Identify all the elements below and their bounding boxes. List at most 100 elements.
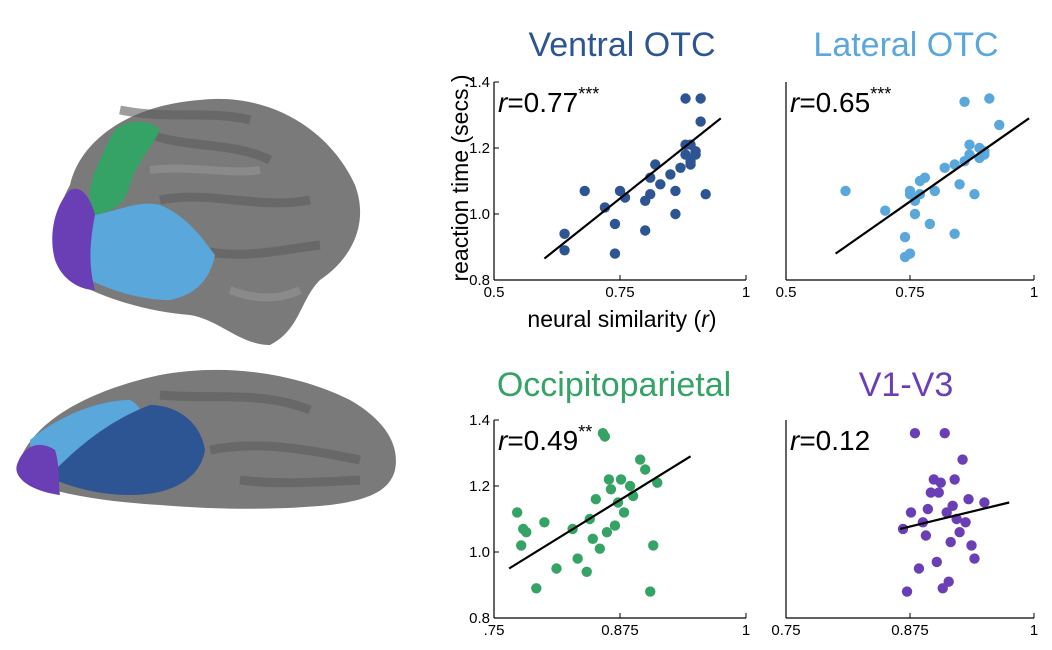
scatter-point [609, 218, 621, 230]
correlation-stat: r=0.49** [498, 422, 592, 456]
scatter-point [949, 228, 960, 239]
scatter-point [954, 179, 965, 190]
scatter-point [609, 520, 621, 531]
panel-v1v3: V1-V3 0.75 0.875 1 r=0.12 [771, 366, 1038, 639]
scatter-point [559, 245, 570, 256]
significance-stars: ** [578, 422, 592, 442]
panel-occipitoparietal: Occipitoparietal .75 0.875 1 0.8 1.0 1.2 1.4 r=0… [469, 366, 750, 639]
x-tick-label: 0.875 [601, 622, 639, 639]
scatter-point [619, 192, 631, 203]
scatter-point [587, 533, 598, 544]
scatter-point [922, 503, 934, 515]
scatter-point [984, 93, 995, 104]
scatter-point [929, 185, 940, 197]
scatter-point [645, 189, 656, 200]
scatter-point [909, 208, 921, 220]
scatter-point [521, 527, 532, 538]
stat-value: =0.12 [799, 425, 870, 456]
scatter-point [941, 507, 952, 518]
scatter-point [959, 96, 970, 108]
scatter-point [680, 93, 691, 104]
region-lateral-otc-ventral [30, 400, 141, 470]
x-tick-label: 1 [1030, 284, 1038, 301]
scatter-point [665, 169, 676, 180]
scatter-point [840, 185, 851, 197]
scatter-point [979, 497, 990, 508]
scatter-point [615, 474, 627, 485]
x-tick-label: 1 [742, 622, 750, 639]
scatter-point [966, 540, 977, 551]
significance-stars: *** [870, 84, 891, 104]
scatter-point [594, 543, 606, 554]
stat-r-letter: r [498, 87, 509, 118]
x-tick-label: 1 [1030, 622, 1038, 639]
scatter-point [675, 162, 686, 173]
region-lateral-otc-lateral [87, 203, 215, 300]
y-tick-label: 1.0 [469, 544, 490, 561]
x-tick-label: 0.75 [895, 284, 924, 301]
x-axis-label-main: neural similarity ( [527, 306, 701, 332]
scatter-point [700, 189, 711, 200]
scatter-point [901, 586, 913, 597]
scatter-point [947, 500, 958, 511]
y-tick-label: 1.4 [469, 74, 490, 91]
scatter-point [655, 179, 666, 190]
scatter-point [645, 586, 656, 597]
scatter-point [551, 563, 562, 574]
panel-title: Ventral OTC [528, 26, 715, 64]
x-tick-label: 0.5 [484, 284, 505, 301]
region-v1v3-ventral [16, 444, 60, 495]
x-axis-label-r: r [701, 306, 710, 332]
scatter-point [516, 540, 527, 551]
y-axis-label: reaction time (secs.) [447, 74, 473, 281]
fit-line [508, 455, 692, 570]
scatter-point [904, 248, 916, 259]
y-tick-label: 0.8 [469, 272, 490, 289]
scatter-point [559, 228, 570, 239]
panel-title: Occipitoparietal [497, 366, 731, 404]
significance-stars: *** [578, 84, 599, 104]
scatter-point [919, 172, 931, 183]
scatter-point [905, 507, 917, 518]
scatter-point [904, 185, 916, 197]
fit-line [834, 117, 1030, 255]
scatter-point [943, 576, 954, 587]
scatter-point [931, 556, 942, 568]
scatter-point [954, 527, 965, 538]
scatter-point [925, 487, 937, 498]
scatter-point [579, 185, 590, 197]
scatter-point [994, 119, 1005, 131]
scatter-point [581, 566, 592, 577]
scatter-point [670, 185, 681, 197]
scatter-point [599, 202, 611, 213]
y-tick-label: 0.8 [469, 610, 490, 627]
x-tick-label: .75 [484, 622, 505, 639]
correlation-stat: r=0.65*** [790, 84, 891, 118]
y-tick-label: 1.2 [469, 140, 490, 157]
x-tick-label: 0.875 [891, 622, 929, 639]
panel-lateral-otc: Lateral OTC 0.5 0.75 1 r=0.65*** [776, 26, 1039, 301]
scatter-point [599, 431, 611, 442]
scatter-point [937, 583, 948, 594]
x-axis-label-close: ) [709, 306, 717, 332]
scatter-point [531, 583, 542, 594]
region-occipitoparietal-lateral [89, 121, 160, 215]
x-tick-label: 1 [742, 284, 750, 301]
scatter-point [939, 162, 950, 173]
y-tick-label: 1.4 [469, 412, 490, 429]
scatter-point [572, 553, 583, 564]
scatter-point [949, 159, 960, 170]
scatter-point [960, 517, 971, 528]
scatter-point [969, 189, 980, 200]
scatter-point [690, 149, 701, 160]
scatter-point [969, 553, 980, 564]
scatter-point [640, 464, 651, 475]
scatter-point [924, 218, 936, 230]
y-tick-label: 1.2 [469, 478, 490, 495]
x-tick-label: 0.75 [771, 622, 800, 639]
scatter-point [603, 474, 615, 485]
scatter-point [899, 231, 911, 243]
scatter-point [634, 454, 646, 465]
scatter-point [939, 428, 950, 439]
